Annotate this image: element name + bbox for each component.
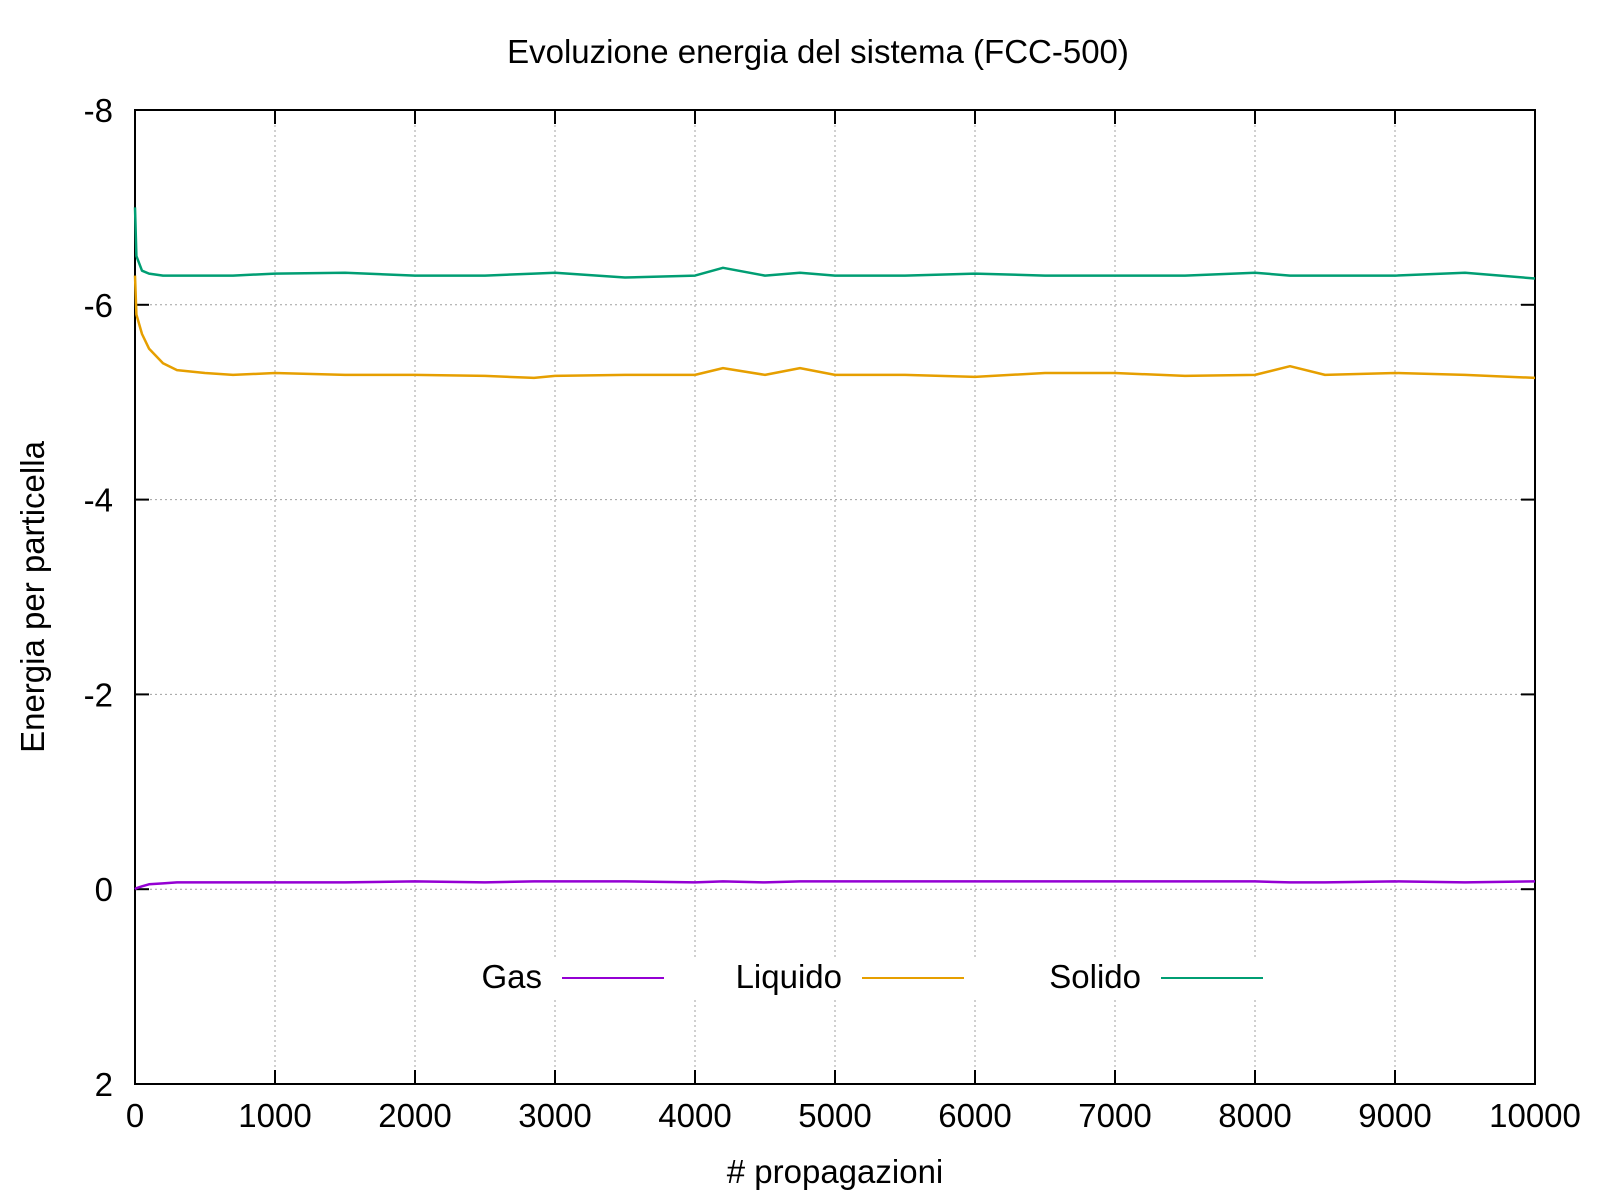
x-tick-label: 9000 xyxy=(1358,1097,1431,1134)
legend: Gas Liquido Solido xyxy=(440,957,1280,997)
x-tick-label: 6000 xyxy=(938,1097,1011,1134)
y-axis-label: Energia per particella xyxy=(14,440,51,752)
chart-title: Evoluzione energia del sistema (FCC-500) xyxy=(507,33,1129,70)
y-tick-label: 2 xyxy=(95,1066,113,1103)
x-tick-label: 5000 xyxy=(798,1097,871,1134)
x-tick-label: 0 xyxy=(126,1097,144,1134)
series-line-liquido xyxy=(133,275,1536,380)
y-tick-label: -4 xyxy=(84,482,113,519)
series-line-gas xyxy=(134,880,1536,891)
x-tick-label: 8000 xyxy=(1218,1097,1291,1134)
x-tick-labels: 0 1000 2000 3000 4000 5000 6000 7000 8000 9000 100… xyxy=(126,1097,1581,1134)
legend-label-gas: Gas xyxy=(481,958,542,995)
y-tick-label: -6 xyxy=(84,287,113,324)
axis-ticks xyxy=(134,109,1536,1085)
x-axis-label: # propagazioni xyxy=(727,1153,944,1190)
series-lines xyxy=(133,207,1536,891)
y-tick-label: 0 xyxy=(95,871,113,908)
x-tick-label: 2000 xyxy=(378,1097,451,1134)
y-tick-label: -2 xyxy=(84,676,113,713)
y-tick-labels: -8 -6 -4 -2 0 2 xyxy=(84,92,113,1103)
x-tick-label: 10000 xyxy=(1489,1097,1581,1134)
x-tick-label: 3000 xyxy=(518,1097,591,1134)
legend-label-solido: Solido xyxy=(1049,958,1141,995)
x-tick-label: 4000 xyxy=(658,1097,731,1134)
y-tick-label: -8 xyxy=(84,92,113,129)
legend-label-liquido: Liquido xyxy=(736,958,842,995)
series-line-solido xyxy=(133,207,1536,280)
x-tick-label: 1000 xyxy=(238,1097,311,1134)
grid xyxy=(135,110,1535,1084)
x-tick-label: 7000 xyxy=(1078,1097,1151,1134)
